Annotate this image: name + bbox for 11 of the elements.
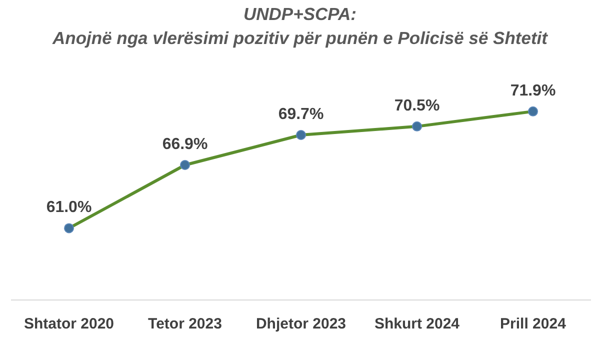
x-tick-label: Tetor 2023 <box>148 316 222 333</box>
data-label: 66.9% <box>162 136 208 153</box>
data-label: 70.5% <box>394 97 440 114</box>
x-tick-label: Dhjetor 2023 <box>256 316 346 333</box>
x-tick-label: Prill 2024 <box>500 316 567 333</box>
data-label: 61.0% <box>46 199 92 216</box>
data-label: 71.9% <box>510 82 556 100</box>
chart-title: UNDP+SCPA: Anojnë nga vlerësimi pozitiv për punën e Policisë së Shtetit <box>51 3 549 50</box>
x-tick-label: Shkurt 2024 <box>374 316 460 333</box>
x-tick-label: Shtator 2020 <box>24 316 114 333</box>
data-label: 69.7% <box>278 106 324 123</box>
